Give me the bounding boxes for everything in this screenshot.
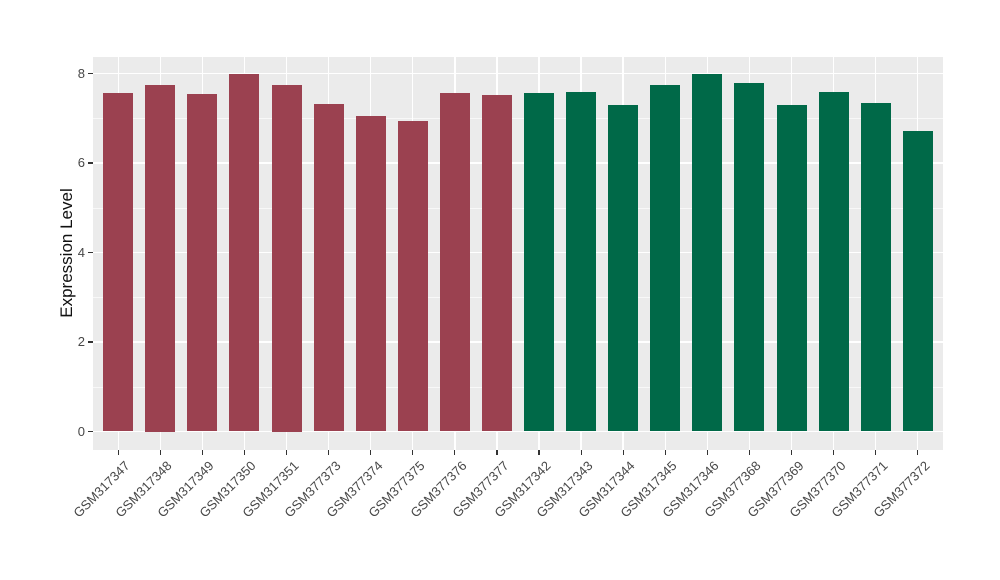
y-tick-label: 6 bbox=[77, 155, 85, 170]
gridline-minor bbox=[93, 207, 943, 209]
x-tick-mark bbox=[454, 450, 456, 455]
x-tick-mark bbox=[243, 450, 246, 455]
y-tick-label: 8 bbox=[77, 65, 85, 81]
bar bbox=[439, 92, 470, 432]
x-tick-mark bbox=[159, 450, 161, 455]
x-tick-mark bbox=[875, 450, 877, 455]
x-tick-mark bbox=[832, 450, 835, 455]
gridline-major bbox=[93, 430, 943, 433]
x-tick-mark bbox=[748, 450, 751, 455]
y-tick-label: 2 bbox=[77, 334, 85, 349]
x-tick-mark bbox=[622, 450, 624, 455]
x-tick-mark bbox=[790, 450, 793, 455]
gridline-minor bbox=[93, 297, 943, 298]
bar bbox=[271, 84, 302, 432]
bar bbox=[776, 104, 807, 432]
bar bbox=[566, 91, 597, 432]
bar bbox=[229, 73, 260, 432]
bar bbox=[524, 93, 555, 432]
gridline-major bbox=[93, 162, 943, 164]
y-tick-label: 0 bbox=[77, 423, 85, 439]
x-tick-mark bbox=[117, 450, 119, 455]
y-tick-mark bbox=[88, 251, 93, 254]
gridline-minor bbox=[93, 386, 943, 388]
x-tick-mark bbox=[580, 450, 582, 455]
gridline-minor bbox=[93, 118, 943, 119]
y-tick-label: 4 bbox=[77, 244, 85, 260]
x-tick-mark bbox=[664, 450, 666, 455]
bar bbox=[692, 73, 723, 432]
x-tick-mark bbox=[285, 450, 288, 455]
x-tick-mark bbox=[328, 450, 330, 455]
bar bbox=[860, 103, 891, 432]
x-tick-mark bbox=[706, 450, 708, 455]
x-tick-mark bbox=[917, 450, 919, 455]
bar bbox=[103, 93, 134, 432]
bar bbox=[902, 130, 933, 432]
bar bbox=[313, 103, 344, 432]
gridline-major bbox=[93, 341, 943, 343]
bar bbox=[145, 84, 176, 432]
bar bbox=[818, 91, 849, 432]
x-tick-mark bbox=[538, 450, 540, 455]
plot-panel bbox=[93, 57, 943, 450]
bar bbox=[650, 85, 681, 432]
x-tick-mark bbox=[201, 450, 203, 455]
x-tick-mark bbox=[496, 450, 498, 455]
x-tick-mark bbox=[412, 450, 414, 455]
bar bbox=[734, 83, 765, 432]
bar bbox=[397, 120, 428, 432]
gridline-major bbox=[93, 72, 943, 75]
gridline-major bbox=[93, 251, 943, 254]
bar bbox=[481, 94, 512, 432]
bar bbox=[187, 94, 218, 432]
bar bbox=[355, 116, 386, 432]
y-tick-mark bbox=[88, 162, 93, 164]
y-tick-mark bbox=[88, 341, 93, 343]
y-tick-mark bbox=[88, 430, 93, 433]
bar bbox=[608, 104, 639, 432]
y-tick-mark bbox=[88, 72, 93, 75]
x-tick-mark bbox=[370, 450, 372, 455]
